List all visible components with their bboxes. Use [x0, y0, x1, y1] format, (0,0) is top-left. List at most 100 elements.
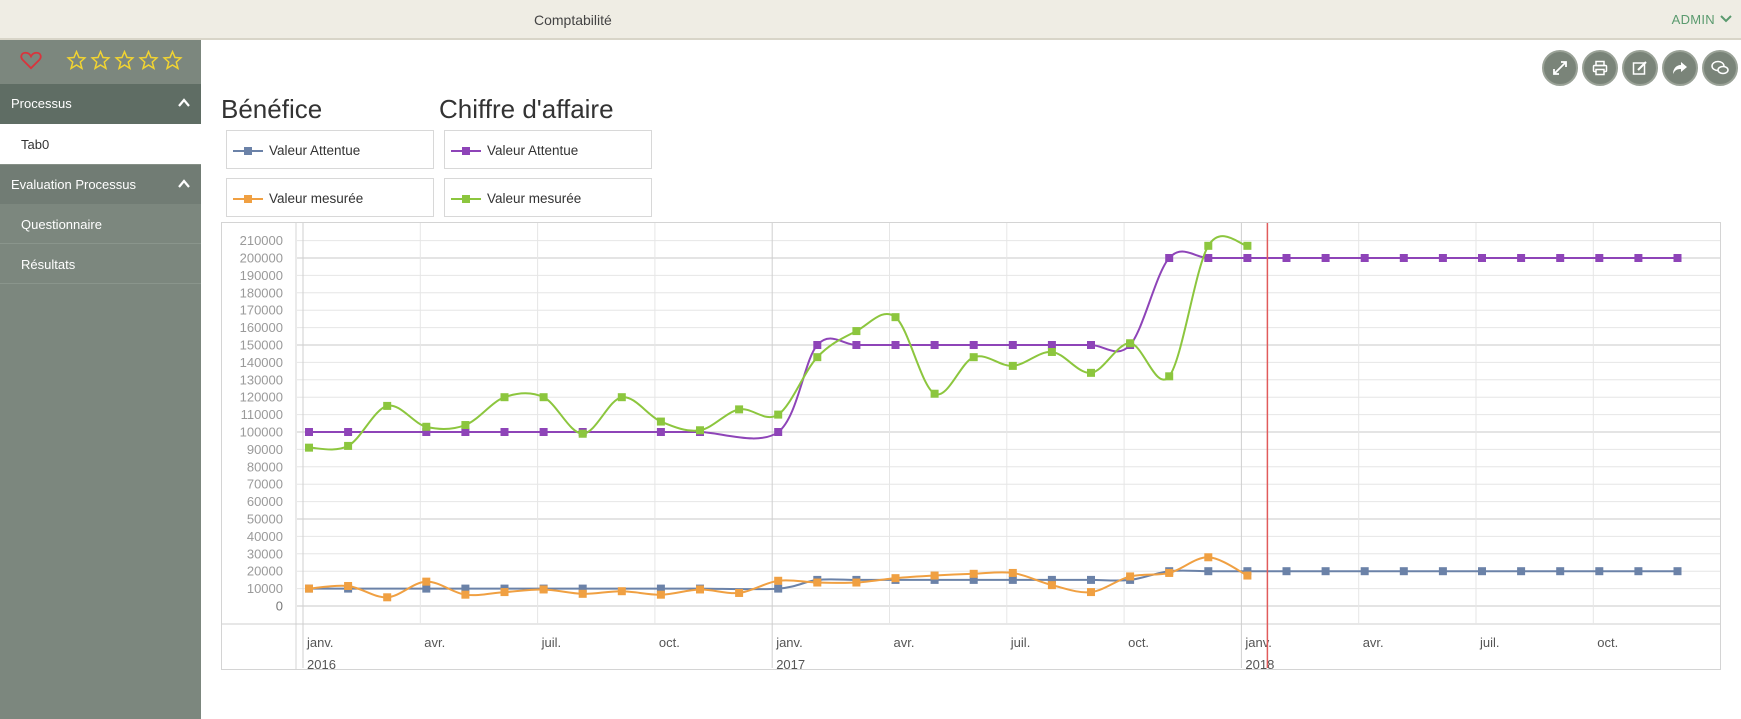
data-point[interactable] — [617, 587, 626, 596]
data-point[interactable] — [1595, 567, 1604, 576]
data-point[interactable] — [656, 417, 665, 426]
data-point[interactable] — [500, 428, 509, 436]
star-icon[interactable] — [114, 50, 135, 70]
data-point[interactable] — [1243, 241, 1252, 250]
legend-ca-mesuree[interactable]: Valeur mesurée — [444, 178, 652, 217]
sidebar-section-processus[interactable]: Processus — [0, 84, 201, 124]
data-point[interactable] — [1087, 575, 1095, 584]
data-point[interactable] — [1556, 254, 1565, 262]
data-point[interactable] — [617, 393, 626, 402]
data-point[interactable] — [1478, 567, 1486, 576]
data-point[interactable] — [539, 585, 548, 594]
data-point[interactable] — [383, 593, 392, 602]
data-point[interactable] — [852, 341, 861, 349]
data-point[interactable] — [1165, 372, 1174, 381]
data-point[interactable] — [1282, 567, 1291, 576]
timeline-chart[interactable]: 0 10000 20000 30000 40000 50000 60000 70000 8000… — [221, 222, 1721, 670]
data-point[interactable] — [813, 341, 822, 349]
data-point[interactable] — [1321, 567, 1330, 576]
edit-button[interactable] — [1622, 50, 1658, 86]
heart-icon[interactable] — [20, 50, 42, 70]
data-point[interactable] — [969, 341, 978, 349]
data-point[interactable] — [735, 405, 744, 414]
data-point[interactable] — [930, 571, 939, 580]
user-menu[interactable]: ADMIN — [1671, 12, 1715, 27]
data-point[interactable] — [578, 589, 587, 598]
data-point[interactable] — [656, 584, 665, 593]
data-point[interactable] — [930, 575, 939, 584]
data-point[interactable] — [305, 428, 313, 436]
legend-benefice-attendue[interactable]: Valeur Attentue — [226, 130, 434, 169]
data-point[interactable] — [422, 422, 431, 431]
data-point[interactable] — [969, 575, 978, 584]
data-point[interactable] — [1126, 572, 1135, 581]
data-point[interactable] — [1673, 567, 1682, 576]
data-point[interactable] — [774, 410, 783, 419]
data-point[interactable] — [305, 584, 313, 593]
data-point[interactable] — [1047, 581, 1056, 590]
data-point[interactable] — [1008, 341, 1017, 349]
data-point[interactable] — [774, 584, 783, 593]
data-point[interactable] — [344, 441, 353, 450]
data-point[interactable] — [383, 401, 392, 410]
data-point[interactable] — [735, 588, 744, 597]
data-point[interactable] — [1204, 553, 1213, 562]
data-point[interactable] — [1165, 568, 1174, 577]
data-point[interactable] — [1673, 254, 1682, 262]
data-point[interactable] — [891, 341, 900, 349]
data-point[interactable] — [969, 569, 978, 578]
data-point[interactable] — [1126, 339, 1135, 348]
data-point[interactable] — [461, 421, 470, 430]
data-point[interactable] — [1047, 347, 1056, 356]
data-point[interactable] — [1517, 567, 1526, 576]
expand-button[interactable] — [1542, 50, 1578, 86]
chevron-up-icon[interactable] — [177, 178, 191, 190]
data-point[interactable] — [344, 581, 353, 590]
star-icon[interactable] — [90, 50, 111, 70]
data-point[interactable] — [774, 576, 783, 585]
star-icon[interactable] — [162, 50, 183, 70]
data-point[interactable] — [1008, 568, 1017, 577]
data-point[interactable] — [1204, 254, 1213, 262]
data-point[interactable] — [461, 584, 470, 593]
data-point[interactable] — [1517, 254, 1526, 262]
data-point[interactable] — [891, 574, 900, 583]
data-point[interactable] — [656, 590, 665, 599]
data-point[interactable] — [930, 341, 939, 349]
data-point[interactable] — [1165, 254, 1174, 262]
star-rating[interactable] — [66, 50, 183, 70]
data-point[interactable] — [1087, 368, 1095, 377]
share-button[interactable] — [1662, 50, 1698, 86]
data-point[interactable] — [1243, 571, 1252, 580]
data-point[interactable] — [422, 428, 431, 436]
data-point[interactable] — [578, 429, 587, 438]
star-icon[interactable] — [66, 50, 87, 70]
data-point[interactable] — [461, 428, 470, 436]
legend-benefice-mesuree[interactable]: Valeur mesurée — [226, 178, 434, 217]
data-point[interactable] — [500, 393, 509, 402]
data-point[interactable] — [1399, 567, 1408, 576]
data-point[interactable] — [852, 327, 861, 336]
data-point[interactable] — [422, 584, 431, 593]
data-point[interactable] — [344, 428, 353, 436]
comment-button[interactable] — [1702, 50, 1738, 86]
data-point[interactable] — [1204, 567, 1213, 576]
star-icon[interactable] — [138, 50, 159, 70]
data-point[interactable] — [852, 578, 861, 587]
data-point[interactable] — [696, 585, 704, 594]
sidebar-item-tab0[interactable]: Tab0 — [0, 124, 201, 164]
data-point[interactable] — [1087, 341, 1095, 349]
chevron-down-icon[interactable] — [1719, 12, 1733, 26]
data-point[interactable] — [1243, 254, 1252, 262]
data-point[interactable] — [1595, 254, 1604, 262]
print-button[interactable] — [1582, 50, 1618, 86]
data-point[interactable] — [1438, 567, 1447, 576]
data-point[interactable] — [1438, 254, 1447, 262]
data-point[interactable] — [1008, 575, 1017, 584]
data-point[interactable] — [1243, 567, 1252, 576]
data-point[interactable] — [1360, 567, 1369, 576]
data-point[interactable] — [1634, 567, 1643, 576]
data-point[interactable] — [305, 443, 313, 452]
data-point[interactable] — [774, 428, 783, 436]
data-point[interactable] — [696, 426, 704, 435]
